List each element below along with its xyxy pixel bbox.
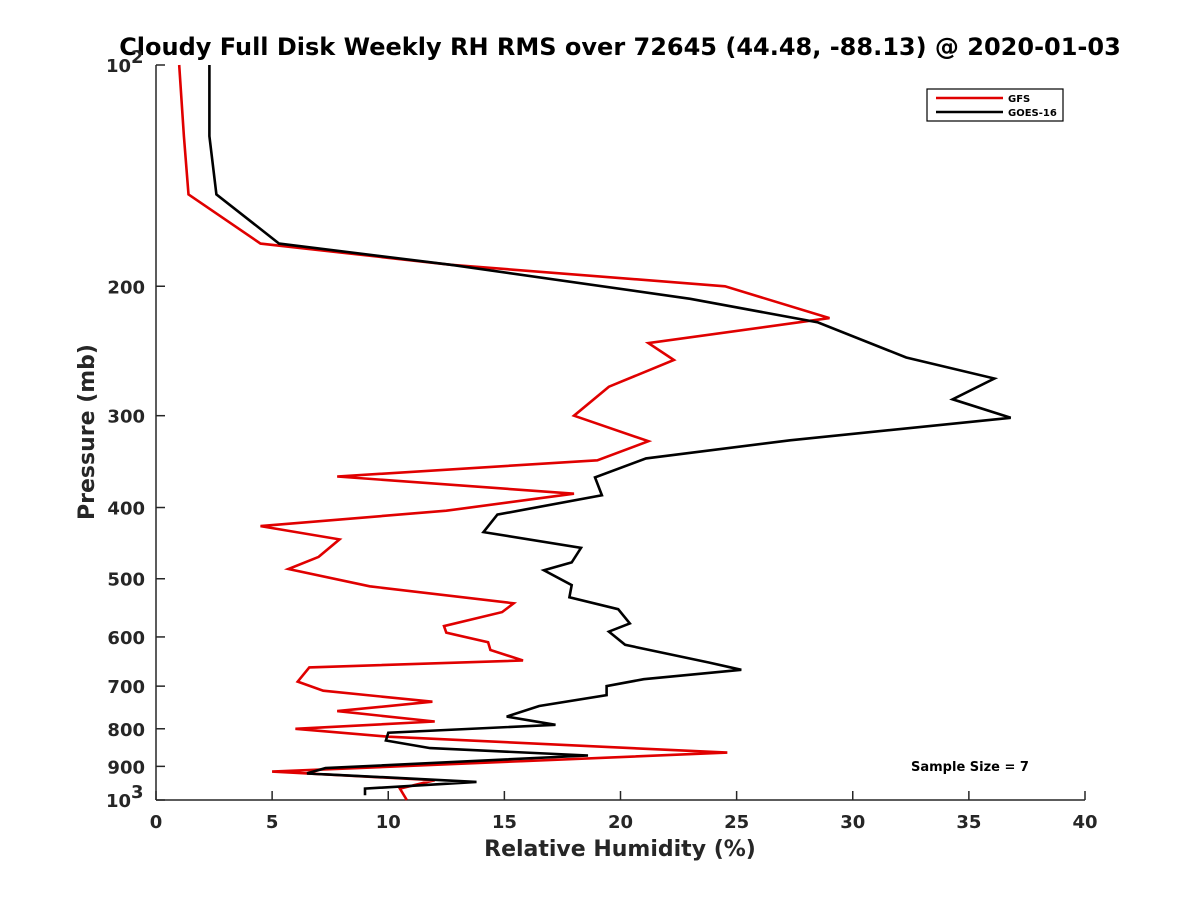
x-axis-ticks: 0 5 10 15 20 25 30 35 40 <box>150 791 1098 833</box>
x-tick-label: 25 <box>724 812 749 833</box>
legend-label-gfs: GFS <box>1008 94 1030 105</box>
x-tick-label: 20 <box>608 812 633 833</box>
x-tick-label: 15 <box>492 812 517 833</box>
legend-label-goes16: GOES-16 <box>1008 108 1057 119</box>
y-tick-label-bottom-exponent: 3 <box>131 782 144 803</box>
x-tick-label: 40 <box>1072 812 1097 833</box>
y-tick-label: 800 <box>107 720 145 741</box>
x-tick-label: 30 <box>840 812 865 833</box>
y-tick-label: 400 <box>107 499 145 520</box>
y-tick-label: 200 <box>107 277 145 298</box>
y-tick-label-top-exponent: 2 <box>131 47 144 68</box>
sample-size-annotation: Sample Size = 7 <box>911 760 1029 775</box>
x-tick-label: 0 <box>150 812 163 833</box>
series-group <box>177 64 1012 801</box>
legend-box <box>926 88 1064 122</box>
y-tick-label: 600 <box>107 628 145 649</box>
legend: GFS GOES-16 <box>926 88 1064 122</box>
series-line-goes16 <box>208 65 1012 796</box>
y-tick-label: 900 <box>107 757 145 778</box>
chart-title: Cloudy Full Disk Weekly RH RMS over 7264… <box>119 33 1121 61</box>
y-tick-label: 300 <box>107 407 145 428</box>
x-axis-label: Relative Humidity (%) <box>484 837 756 862</box>
x-tick-label: 35 <box>956 812 981 833</box>
y-tick-label: 700 <box>107 677 145 698</box>
y-axis-label: Pressure (mb) <box>75 344 100 520</box>
series-line-gfs <box>177 64 830 801</box>
y-tick-label-top: 10 <box>106 56 131 77</box>
y-tick-label-bottom: 10 <box>106 791 131 812</box>
y-tick-label: 500 <box>107 570 145 591</box>
x-tick-label: 10 <box>376 812 401 833</box>
x-tick-label: 5 <box>266 812 279 833</box>
